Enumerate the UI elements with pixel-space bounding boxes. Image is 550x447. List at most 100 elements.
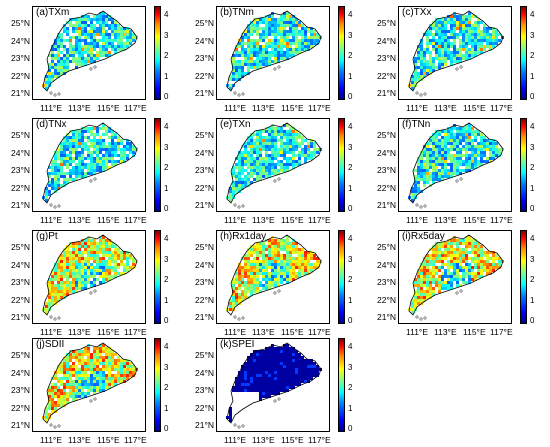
grid-cell [444, 39, 447, 42]
grid-cell [84, 275, 87, 278]
grid-cell [423, 181, 426, 184]
grid-cell [271, 377, 274, 380]
grid-cell [247, 368, 250, 371]
grid-cell [57, 187, 60, 190]
grid-cell [271, 60, 274, 63]
grid-cell [450, 169, 453, 172]
grid-cell [96, 166, 99, 169]
grid-cell [259, 57, 262, 60]
grid-cell [313, 145, 316, 148]
grid-cell [265, 30, 268, 33]
grid-cell [259, 359, 262, 362]
grid-cell [450, 36, 453, 39]
grid-cell [75, 248, 78, 251]
grid-cell [441, 154, 444, 157]
grid-cell [447, 133, 450, 136]
grid-cell [456, 254, 459, 257]
grid-cell [498, 263, 501, 266]
grid-cell [63, 281, 66, 284]
grid-cell [256, 172, 259, 175]
grid-cell [456, 33, 459, 36]
grid-cell [432, 142, 435, 145]
grid-cell [268, 284, 271, 287]
grid-cell [286, 21, 289, 24]
grid-cell [271, 136, 274, 139]
grid-cell [114, 353, 117, 356]
grid-cell [87, 347, 90, 350]
grid-cell [108, 136, 111, 139]
grid-cell [456, 148, 459, 151]
grid-cell [444, 166, 447, 169]
grid-cell [283, 27, 286, 30]
grid-cell [277, 30, 280, 33]
grid-cell [465, 254, 468, 257]
grid-cell [316, 148, 319, 151]
grid-cell [265, 359, 268, 362]
grid-cell [277, 33, 280, 36]
grid-cell [417, 160, 420, 163]
grid-cell [51, 166, 54, 169]
grid-cell [456, 142, 459, 145]
grid-cell [456, 151, 459, 154]
grid-cell [283, 154, 286, 157]
grid-cell [117, 45, 120, 48]
grid-cell [298, 21, 301, 24]
grid-cell [93, 151, 96, 154]
grid-cell [244, 386, 247, 389]
grid-cell [244, 293, 247, 296]
grid-cell [286, 239, 289, 242]
island [277, 289, 281, 293]
grid-cell [241, 63, 244, 66]
grid-cell [238, 42, 241, 45]
grid-cell [277, 245, 280, 248]
grid-cell [51, 401, 54, 404]
grid-cell [444, 272, 447, 275]
grid-cell [84, 163, 87, 166]
grid-cell [250, 136, 253, 139]
grid-cell [471, 245, 474, 248]
grid-cell [93, 33, 96, 36]
grid-cell [268, 54, 271, 57]
grid-cell [78, 160, 81, 163]
grid-cell [51, 293, 54, 296]
grid-cell [456, 245, 459, 248]
grid-cell [54, 266, 57, 269]
grid-cell [87, 377, 90, 380]
grid-cell [90, 245, 93, 248]
island [423, 204, 427, 208]
grid-cell [75, 18, 78, 21]
grid-cell [486, 30, 489, 33]
grid-cell [411, 190, 414, 193]
grid-cell [465, 248, 468, 251]
grid-cell [69, 39, 72, 42]
grid-cell [292, 362, 295, 365]
grid-cell [441, 33, 444, 36]
grid-cell [87, 30, 90, 33]
grid-cell [265, 266, 268, 269]
grid-cell [274, 278, 277, 281]
grid-cell [283, 248, 286, 251]
grid-cell [90, 359, 93, 362]
grid-cell [289, 350, 292, 353]
grid-cell [235, 63, 238, 66]
grid-cell [102, 39, 105, 42]
grid-cell [66, 368, 69, 371]
grid-cell [235, 172, 238, 175]
grid-cell [54, 169, 57, 172]
grid-cell [241, 51, 244, 54]
grid-cell [75, 284, 78, 287]
grid-cell [96, 278, 99, 281]
grid-cell [229, 308, 232, 311]
grid-cell [235, 290, 238, 293]
grid-cell [283, 42, 286, 45]
grid-cell [48, 66, 51, 69]
grid-cell [456, 260, 459, 263]
grid-cell [465, 166, 468, 169]
grid-cell [259, 169, 262, 172]
grid-cell [423, 160, 426, 163]
grid-cell [241, 54, 244, 57]
colorbar-tick-label: 1 [164, 295, 169, 305]
grid-cell [250, 254, 253, 257]
grid-cell [280, 169, 283, 172]
grid-cell [438, 66, 441, 69]
